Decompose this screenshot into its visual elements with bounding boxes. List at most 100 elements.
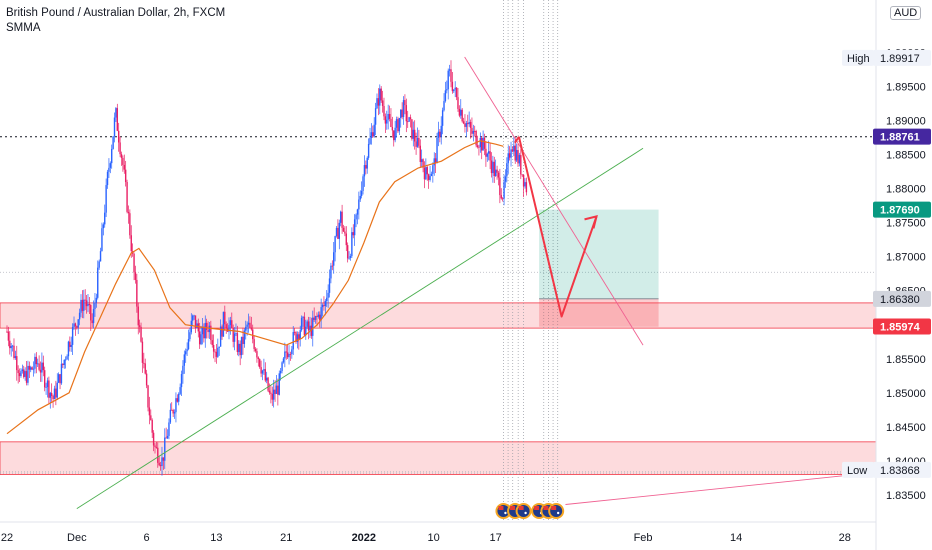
candle-body bbox=[136, 279, 138, 307]
candle-body bbox=[162, 457, 165, 461]
candle-body bbox=[271, 393, 273, 400]
candle-body bbox=[272, 389, 275, 400]
candle-body bbox=[246, 324, 248, 327]
candle-body bbox=[63, 359, 65, 365]
projection-start bbox=[514, 136, 520, 144]
candle-body bbox=[334, 236, 336, 253]
candle-body bbox=[217, 347, 219, 357]
candle-body bbox=[380, 88, 382, 101]
candle-body bbox=[219, 326, 222, 347]
candle-body bbox=[397, 119, 399, 132]
candle-body bbox=[155, 447, 158, 448]
candle-body bbox=[312, 317, 314, 336]
x-tick-label: Feb bbox=[634, 532, 653, 544]
candle-body bbox=[439, 131, 441, 137]
candle-body bbox=[338, 222, 340, 239]
candle-body bbox=[279, 371, 282, 374]
candle-body bbox=[87, 303, 89, 307]
candle-body bbox=[233, 333, 236, 342]
candle-body bbox=[460, 109, 462, 116]
event-markers[interactable] bbox=[495, 503, 565, 519]
candle-body bbox=[41, 362, 43, 373]
candle-body bbox=[247, 322, 250, 325]
candle-body bbox=[117, 130, 120, 143]
candle-body bbox=[349, 256, 352, 258]
y-tick-label: 1.88000 bbox=[886, 183, 926, 195]
candle-body bbox=[339, 211, 342, 223]
candle-body bbox=[305, 326, 307, 336]
symbol-title: British Pound / Australian Dollar, 2h, F… bbox=[6, 7, 226, 19]
candle-body bbox=[222, 311, 225, 337]
candle-body bbox=[476, 145, 479, 148]
candle-body bbox=[467, 123, 469, 125]
candle-body bbox=[345, 233, 347, 246]
current-price-tag-bg bbox=[873, 128, 931, 145]
candle-body bbox=[70, 344, 72, 347]
candle-body bbox=[330, 265, 332, 279]
candle-body bbox=[278, 373, 280, 395]
high-tag-label: High bbox=[847, 53, 870, 65]
candle-body bbox=[472, 130, 475, 134]
candle-body bbox=[176, 398, 179, 402]
candle-body bbox=[377, 98, 380, 106]
candle-body bbox=[398, 118, 401, 132]
candle-body bbox=[62, 363, 64, 365]
flag-union bbox=[498, 506, 504, 510]
candle-body bbox=[108, 167, 110, 172]
candle-body bbox=[81, 299, 84, 311]
x-tick-label: 2022 bbox=[352, 532, 376, 544]
candle-body bbox=[425, 167, 427, 180]
candle-body bbox=[363, 165, 366, 177]
y-tick-label: 1.83500 bbox=[886, 490, 926, 502]
long-position-tool[interactable] bbox=[539, 209, 659, 327]
projection-arrow[interactable] bbox=[514, 136, 598, 318]
au-flag-icon bbox=[515, 503, 532, 519]
candle-body bbox=[186, 349, 188, 352]
candle-body bbox=[490, 160, 493, 174]
candle-body bbox=[191, 315, 194, 321]
candle-body bbox=[214, 351, 216, 353]
candle-body bbox=[172, 410, 174, 414]
candle-body bbox=[46, 380, 49, 388]
candle-body bbox=[267, 377, 269, 391]
candle-body bbox=[256, 351, 258, 358]
candle-body bbox=[471, 127, 473, 134]
candle-body bbox=[444, 90, 447, 102]
flag-star bbox=[556, 511, 560, 515]
candle-body bbox=[76, 326, 78, 328]
candle-body bbox=[32, 368, 35, 370]
candle-body bbox=[369, 138, 371, 144]
candle-body bbox=[409, 117, 412, 120]
candle-body bbox=[391, 127, 394, 131]
candle-body bbox=[232, 328, 234, 342]
currency-badge[interactable]: AUD bbox=[890, 6, 922, 20]
candle-body bbox=[346, 245, 349, 259]
candle-body bbox=[366, 157, 368, 169]
candle-body bbox=[324, 301, 327, 307]
candle-body bbox=[240, 336, 243, 356]
candle-body bbox=[388, 113, 391, 119]
candle-body bbox=[169, 409, 172, 423]
candle-body bbox=[143, 362, 145, 364]
candle-body bbox=[60, 363, 63, 384]
stop-tag-bg bbox=[873, 318, 931, 335]
candle-body bbox=[513, 145, 515, 152]
candle-body bbox=[224, 311, 226, 325]
candle-body bbox=[53, 388, 56, 400]
candle-body bbox=[277, 385, 279, 395]
candle-body bbox=[450, 69, 452, 82]
candle-body bbox=[215, 351, 218, 357]
candle-body bbox=[310, 325, 313, 336]
candle-body bbox=[404, 100, 406, 106]
candle-body bbox=[429, 176, 431, 180]
trendlines[interactable] bbox=[76, 56, 869, 509]
candle-body bbox=[119, 142, 121, 155]
candle-body bbox=[97, 267, 99, 298]
candle-body bbox=[39, 369, 42, 373]
candle-body bbox=[525, 182, 528, 193]
candle-body bbox=[238, 343, 240, 353]
target-tag-bg bbox=[873, 201, 931, 218]
candle-body bbox=[154, 445, 156, 448]
candle-body bbox=[159, 465, 162, 467]
